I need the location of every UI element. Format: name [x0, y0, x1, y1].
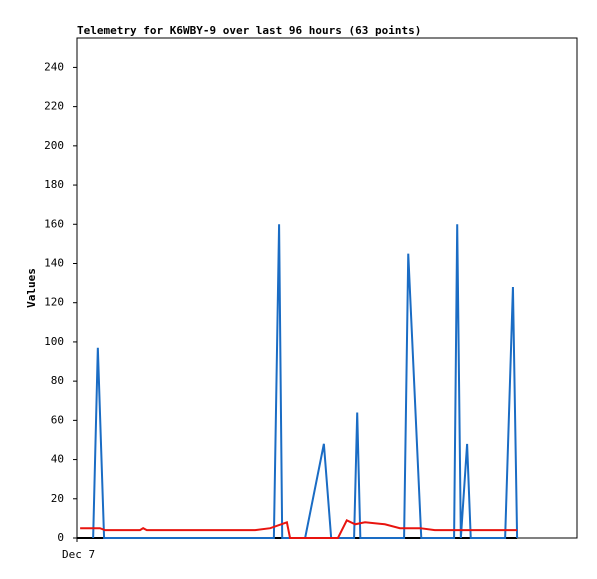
chart-title: Telemetry for K6WBY-9 over last 96 hours… [77, 24, 421, 37]
x-tick-label: Dec 7 [62, 548, 95, 561]
y-tick-label: 160 [44, 217, 64, 230]
y-tick-label: 100 [44, 335, 64, 348]
series-line [92, 224, 519, 539]
y-tick-label: 0 [57, 531, 64, 544]
y-tick-label: 240 [44, 60, 64, 73]
y-tick-label: 180 [44, 178, 64, 191]
y-tick-label: 20 [51, 492, 64, 505]
y-tick-label: 80 [51, 374, 64, 387]
y-tick-label: 220 [44, 100, 64, 113]
y-tick-label: 120 [44, 296, 64, 309]
y-tick-label: 60 [51, 413, 64, 426]
y-tick-label: 40 [51, 453, 64, 466]
plot-frame [76, 37, 578, 539]
y-axis-label: Values [25, 268, 38, 308]
y-tick-label: 140 [44, 256, 64, 269]
series-line [80, 519, 518, 539]
y-tick-label: 200 [44, 139, 64, 152]
